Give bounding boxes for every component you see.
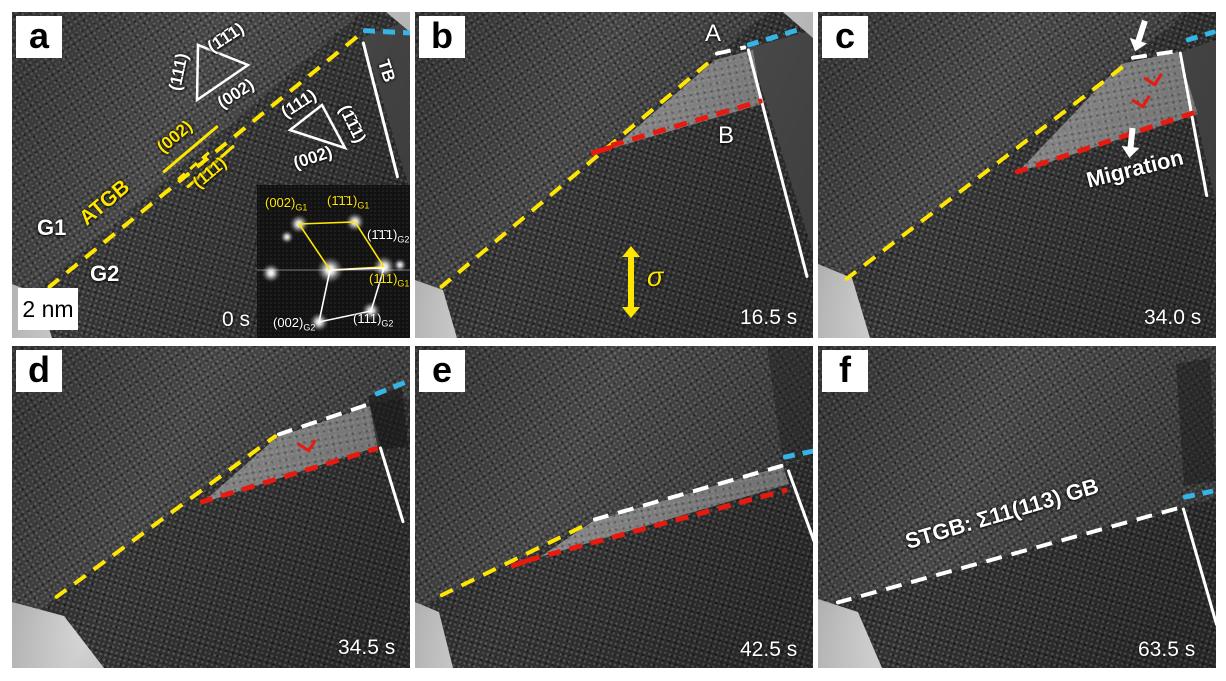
timestamp-b: 16.5 s [740, 306, 798, 329]
stress-sigma-label: σ [647, 262, 664, 292]
scale-bar-box: 2 nm [18, 288, 78, 330]
panel-a: (1̄1̄1) (111) (002) (111) (1̄1̄1) (002) … [12, 12, 410, 338]
timestamp-c: 34.0 s [1144, 306, 1202, 329]
fft-label-111-g1: (111)G1 [369, 271, 410, 289]
fft-label-002-g1: (002)G1 [265, 195, 308, 213]
dark-patch [1176, 358, 1216, 486]
panel-label-d: d [16, 350, 62, 392]
diffraction-cells [297, 221, 386, 324]
panel-label-f: f [822, 350, 868, 392]
panel-label-e: e [419, 350, 465, 392]
scale-bar-label: 2 nm [22, 295, 74, 322]
timestamp-d: 34.5 s [338, 636, 396, 659]
fft-inset: (002)G1 (1̄1̄1)G1 (1̄1̄1)G2 (111)G1 (002… [257, 185, 410, 338]
panel-label-c: c [822, 16, 868, 58]
timestamp-a: 0 s [222, 308, 251, 331]
panel-label-a: a [16, 16, 62, 58]
point-b-label: B [718, 122, 735, 149]
fft-label-111-g2: (111)G2 [353, 311, 394, 329]
fft-label-002-g2: (002)G2 [273, 315, 316, 333]
fft-label-n111-g2: (1̄1̄1)G2 [367, 227, 410, 245]
panel-b: A B σ 16.5 s b [415, 12, 813, 338]
fft-label-n111-g1: (1̄1̄1)G1 [327, 193, 370, 211]
panel-f: STGB: Σ11(113) GB 63.5 s f [818, 346, 1216, 668]
fft-spot [281, 231, 293, 243]
panel-label-b: b [419, 16, 465, 58]
fft-spot [262, 264, 280, 282]
panel-c: Migration 34.0 s c [818, 12, 1216, 338]
panel-d: 34.5 s d [12, 346, 410, 668]
panel-e: 42.5 s e [415, 346, 813, 668]
timestamp-e: 42.5 s [740, 638, 798, 661]
fft-spot [394, 259, 406, 271]
timestamp-f: 63.5 s [1138, 638, 1196, 661]
stress-axis-arrow [621, 246, 641, 318]
grain1-label: G1 [37, 215, 67, 240]
grain2-label: G2 [90, 261, 120, 286]
point-a-label: A [705, 20, 722, 47]
